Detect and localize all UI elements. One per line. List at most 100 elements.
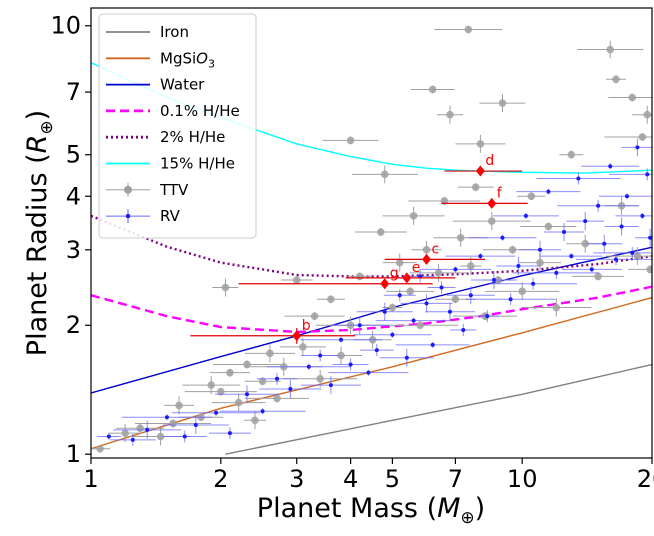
rv-marker	[366, 370, 371, 375]
planet-f: f	[441, 185, 528, 209]
planet-label: d	[485, 153, 494, 169]
x-tick-label: 3	[289, 465, 304, 493]
rv-point	[162, 430, 207, 443]
rv-marker	[645, 172, 650, 177]
rv-marker	[382, 309, 387, 314]
rv-marker	[328, 383, 333, 388]
ttv-marker	[327, 295, 335, 304]
legend-label: TTV	[159, 181, 189, 199]
rv-point	[598, 193, 652, 200]
ttv-point	[409, 263, 468, 282]
rv-point	[427, 281, 456, 294]
rv-point	[575, 253, 652, 266]
rv-point	[383, 289, 416, 302]
y-axis-title: Planet Radius (R⊕)	[22, 110, 57, 356]
rv-marker	[613, 257, 618, 262]
rv-point	[300, 376, 361, 395]
rv-marker	[583, 219, 588, 224]
ttv-point	[279, 337, 326, 356]
ttv-marker	[446, 110, 454, 119]
rv-point	[259, 379, 322, 398]
rv-marker	[447, 309, 452, 314]
rv-marker	[516, 263, 521, 268]
ttv-point	[280, 276, 313, 285]
x-tick-label: 2	[213, 465, 228, 493]
planet-label: e	[412, 260, 421, 276]
ttv-marker	[518, 287, 526, 296]
ttv-marker	[594, 272, 602, 281]
ttv-marker	[451, 295, 460, 304]
rv-point	[496, 256, 541, 275]
y-tick-label: 3	[66, 236, 81, 264]
ttv-marker	[266, 349, 274, 358]
legend-swatch	[124, 185, 132, 194]
x-tick-label: 20	[637, 465, 654, 493]
planet-d: d	[444, 153, 523, 177]
highlighted-planets: b g ec df	[190, 153, 528, 344]
ttv-marker	[388, 303, 397, 312]
rv-point	[561, 266, 622, 273]
ttv-point	[632, 105, 652, 124]
rv-marker	[478, 254, 483, 259]
rv-point	[379, 348, 434, 367]
plot-frame	[90, 7, 653, 459]
legend-item-iron: Iron	[106, 23, 189, 41]
rv-point	[424, 302, 475, 321]
rv-marker	[619, 224, 624, 229]
rv-point	[113, 420, 182, 439]
planet-marker	[402, 272, 412, 284]
rv-point	[557, 199, 640, 212]
ttv-point	[519, 253, 562, 272]
rv-point	[219, 408, 306, 415]
y-tick-label: 7	[66, 78, 81, 106]
rv-point	[615, 212, 652, 219]
rv-marker	[424, 301, 429, 306]
ttv-point	[347, 272, 372, 281]
rv-point	[604, 217, 639, 236]
rv-point	[609, 168, 652, 181]
ttv-marker	[552, 303, 561, 312]
ttv-marker	[422, 245, 431, 254]
ttv-marker	[175, 401, 183, 410]
rv-point	[172, 409, 261, 416]
rv-point	[543, 223, 584, 242]
rv-marker	[145, 427, 150, 432]
ttv-point	[485, 282, 560, 301]
ttv-marker	[226, 368, 234, 377]
ttv-marker	[536, 258, 544, 267]
rv-point	[621, 138, 652, 157]
planet-marker	[292, 330, 302, 342]
rv-point	[96, 433, 121, 440]
ttv-point	[411, 240, 442, 259]
planet-marker	[487, 197, 497, 209]
rv-point	[635, 228, 652, 247]
rv-point	[121, 414, 212, 421]
legend-label: RV	[160, 207, 181, 225]
rv-point	[359, 344, 394, 357]
rv-marker	[500, 235, 505, 240]
x-axis: 1 2 3 45 7 10 20	[83, 458, 654, 493]
ttv-point	[608, 93, 652, 102]
ttv-marker	[409, 212, 418, 220]
ttv-marker	[292, 276, 301, 284]
rv-point	[470, 271, 517, 290]
ttv-point	[455, 134, 506, 153]
legend-item-15-h-he: 15% H/He	[106, 155, 235, 173]
ttv-point	[559, 150, 584, 159]
planet-marker	[475, 165, 485, 177]
ttv-marker	[346, 136, 355, 145]
rv-marker	[193, 423, 198, 428]
rv-point	[395, 341, 470, 348]
model-line-water	[91, 246, 652, 394]
ttv-marker	[337, 351, 345, 360]
planet-marker	[422, 253, 432, 265]
ttv-marker	[310, 312, 319, 320]
rv-marker	[589, 267, 594, 272]
rv-marker	[569, 254, 574, 259]
rv-points	[96, 138, 652, 446]
rv-marker	[453, 267, 458, 272]
y-tick-label: 2	[66, 311, 81, 339]
rv-marker	[508, 297, 513, 302]
x-tick-label: 5	[385, 465, 400, 493]
rv-marker	[439, 285, 444, 290]
